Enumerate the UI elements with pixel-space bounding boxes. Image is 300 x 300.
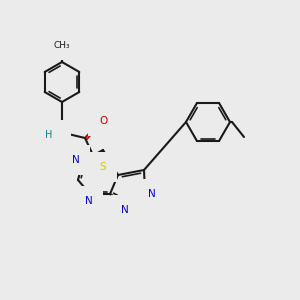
Text: N: N — [85, 196, 93, 206]
Text: N: N — [53, 130, 61, 140]
Text: H: H — [45, 130, 53, 140]
Text: N: N — [148, 189, 156, 199]
Text: N: N — [121, 205, 129, 215]
Text: O: O — [99, 116, 107, 126]
Text: N: N — [72, 155, 80, 165]
Text: CH₃: CH₃ — [54, 41, 70, 50]
Text: S: S — [100, 162, 106, 172]
